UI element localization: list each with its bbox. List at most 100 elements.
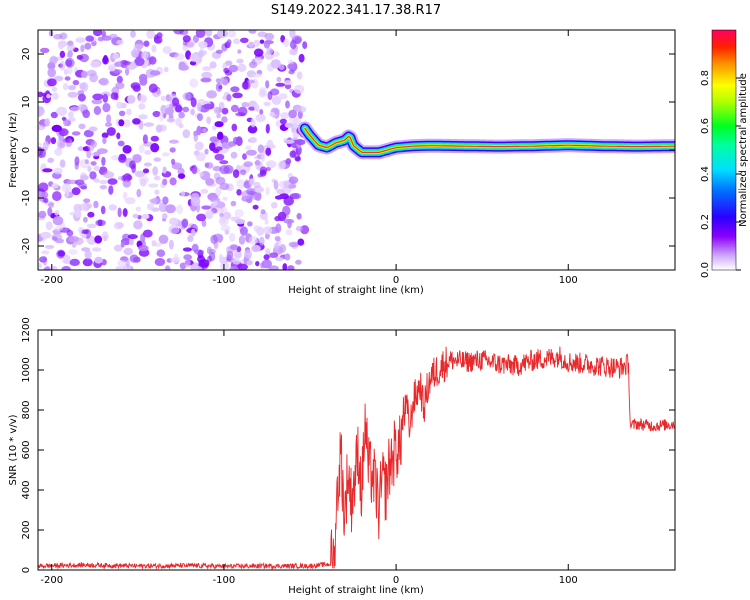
heatmap-noise-blob xyxy=(196,102,202,112)
heatmap-noise-blob xyxy=(273,180,279,190)
heatmap-noise-blob xyxy=(93,151,101,156)
heatmap-noise-blob xyxy=(263,101,271,107)
heatmap-noise-blob xyxy=(83,198,91,203)
heatmap-noise-blob xyxy=(107,178,118,185)
colorbar-tick-label: 0.4 xyxy=(700,166,711,182)
heatmap-noise-blob xyxy=(285,228,293,236)
heatmap-noise-blob xyxy=(190,97,197,108)
heatmap-noise-blob xyxy=(297,106,307,113)
heatmap-noise-blob xyxy=(93,178,100,183)
heatmap-noise-blob xyxy=(169,217,179,226)
heatmap-noise-blob xyxy=(48,30,54,37)
heatmap-noise-blob xyxy=(252,204,259,210)
heatmap-noise-blob xyxy=(71,187,81,196)
heatmap-noise-blob xyxy=(57,40,68,48)
heatmap-noise-blob xyxy=(212,125,217,131)
heatmap-noise-blob xyxy=(194,141,204,151)
heatmap-noise-blob xyxy=(239,226,248,236)
heatmap-noise-blob xyxy=(248,41,255,48)
heatmap-noise-blob xyxy=(201,219,207,227)
heatmap-noise-blob xyxy=(116,101,124,109)
heatmap-noise-blob xyxy=(242,153,247,160)
heatmap-noise-blob xyxy=(81,232,87,239)
heatmap-noise-blob xyxy=(218,254,224,262)
heatmap-noise-blob xyxy=(201,71,213,79)
heatmap-noise-blob xyxy=(122,145,132,154)
heatmap-noise-blob xyxy=(149,70,161,76)
heatmap-noise-blob xyxy=(112,39,117,45)
heatmap-noise-blob xyxy=(199,171,204,177)
heatmap-noise-blob xyxy=(153,36,163,44)
heatmap-noise-blob xyxy=(265,147,272,156)
heatmap-noise-blob xyxy=(275,256,284,261)
heatmap-noise-blob xyxy=(71,243,77,248)
heatmap-noise-blob xyxy=(283,80,293,86)
heatmap-noise-blob xyxy=(112,53,119,60)
heatmap-noise-blob xyxy=(182,106,190,113)
heatmap-noise-blob xyxy=(266,47,274,55)
heatmap-noise-blob xyxy=(251,244,261,252)
heatmap-noise-blob xyxy=(94,256,103,264)
figure-title: S149.2022.341.17.38.R17 xyxy=(271,3,441,18)
heatmap-noise-blob xyxy=(78,226,83,234)
heatmap-noise-blob xyxy=(77,104,88,111)
y-tick-label: 1200 xyxy=(21,317,32,342)
heatmap-noise-blob xyxy=(276,76,282,83)
heatmap-noise-blob xyxy=(130,49,139,58)
heatmap-noise-blob xyxy=(209,136,219,143)
heatmap-noise-blob xyxy=(127,234,138,240)
heatmap-noise-blob xyxy=(182,92,192,101)
heatmap-noise-blob xyxy=(129,254,139,263)
heatmap-noise-blob xyxy=(154,189,160,195)
colorbar-frame xyxy=(711,29,737,271)
heatmap-noise-blob xyxy=(259,166,267,175)
heatmap-noise-blob xyxy=(278,160,286,170)
heatmap-noise-blob xyxy=(179,262,187,270)
heatmap-noise-blob xyxy=(200,188,209,194)
heatmap-noise-blob xyxy=(215,186,222,197)
heatmap-noise-blob xyxy=(270,144,276,149)
heatmap-noise-blob xyxy=(176,204,183,215)
heatmap-noise-blob xyxy=(221,142,228,149)
heatmap-noise-blob xyxy=(116,39,124,45)
heatmap-noise-blob xyxy=(141,51,149,59)
heatmap-noise-blob xyxy=(69,106,80,112)
heatmap-noise-blob xyxy=(215,82,223,92)
heatmap-noise-blob xyxy=(155,124,163,133)
heatmap-noise-blob xyxy=(256,226,265,236)
heatmap-noise-blob xyxy=(233,250,242,259)
heatmap-noise-blob xyxy=(182,129,191,139)
heatmap-noise-blob xyxy=(85,35,94,42)
heatmap-noise-blob xyxy=(215,49,223,54)
heatmap-noise-blob xyxy=(68,235,79,243)
heatmap-noise-blob xyxy=(162,46,172,55)
heatmap-noise-blob xyxy=(62,138,71,143)
heatmap-noise-blob xyxy=(206,90,218,99)
heatmap-noise-blob xyxy=(265,248,270,254)
heatmap-noise-blob xyxy=(117,259,127,267)
heatmap-noise-blob xyxy=(219,165,230,175)
heatmap-noise-blob xyxy=(280,112,290,119)
heatmap-noise-blob xyxy=(215,176,226,185)
heatmap-noise-blob xyxy=(259,39,265,44)
heatmap-noise-blob xyxy=(121,175,126,182)
heatmap-noise-blob xyxy=(196,125,202,136)
heatmap-noise-blob xyxy=(198,41,208,49)
heatmap-noise-blob xyxy=(117,140,125,147)
heatmap-noise-blob xyxy=(88,144,95,152)
heatmap-noise-blob xyxy=(147,203,154,211)
heatmap-noise-blob xyxy=(152,110,161,118)
heatmap-noise-blob xyxy=(225,60,233,66)
heatmap-noise-blob xyxy=(124,197,136,205)
heatmap-noise-blob xyxy=(177,173,186,180)
heatmap-noise-blob xyxy=(220,225,231,232)
heatmap-noise-blob xyxy=(148,83,158,93)
heatmap-noise-blob xyxy=(65,57,75,68)
heatmap-noise-blob xyxy=(182,35,191,43)
y-tick-label: -10 xyxy=(21,190,32,206)
snr-xlabel: Height of straight line (km) xyxy=(288,585,424,596)
heatmap-noise-blob xyxy=(254,160,261,166)
heatmap-noise-blob xyxy=(86,69,97,77)
heatmap-noise-blob xyxy=(122,179,131,188)
heatmap-noise-blob xyxy=(52,236,58,241)
